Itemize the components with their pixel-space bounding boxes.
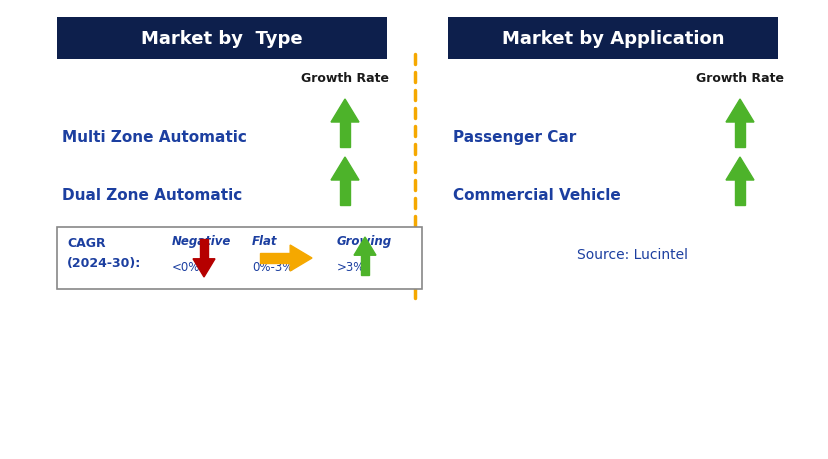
Polygon shape [725, 157, 753, 181]
Text: Dual Zone Automatic: Dual Zone Automatic [62, 188, 242, 203]
Polygon shape [200, 240, 208, 259]
Polygon shape [193, 259, 214, 277]
Text: Market by Application: Market by Application [501, 30, 724, 48]
Text: Flat: Flat [252, 235, 277, 248]
Polygon shape [339, 123, 350, 148]
Polygon shape [354, 237, 376, 256]
Polygon shape [360, 256, 368, 275]
Text: (2024-30):: (2024-30): [67, 257, 141, 270]
Text: 0%-3%: 0%-3% [252, 261, 293, 274]
Polygon shape [339, 181, 350, 206]
Text: Commercial Vehicle: Commercial Vehicle [452, 188, 620, 203]
Text: <0%: <0% [171, 261, 200, 274]
Polygon shape [330, 100, 359, 123]
Polygon shape [330, 157, 359, 181]
Text: Multi Zone Automatic: Multi Zone Automatic [62, 130, 247, 145]
Text: Growth Rate: Growth Rate [696, 72, 783, 85]
FancyBboxPatch shape [447, 18, 777, 60]
Text: >3%: >3% [337, 261, 365, 274]
Text: CAGR: CAGR [67, 237, 105, 250]
Polygon shape [290, 246, 311, 271]
Text: Market by  Type: Market by Type [141, 30, 302, 48]
Polygon shape [734, 123, 744, 148]
Polygon shape [725, 100, 753, 123]
Polygon shape [260, 253, 290, 264]
Text: Growth Rate: Growth Rate [301, 72, 388, 85]
Text: Passenger Car: Passenger Car [452, 130, 575, 145]
Polygon shape [734, 181, 744, 206]
Text: Source: Lucintel: Source: Lucintel [577, 247, 688, 262]
FancyBboxPatch shape [57, 18, 387, 60]
Text: Growing: Growing [337, 235, 392, 248]
Text: Negative: Negative [171, 235, 231, 248]
FancyBboxPatch shape [57, 228, 421, 289]
